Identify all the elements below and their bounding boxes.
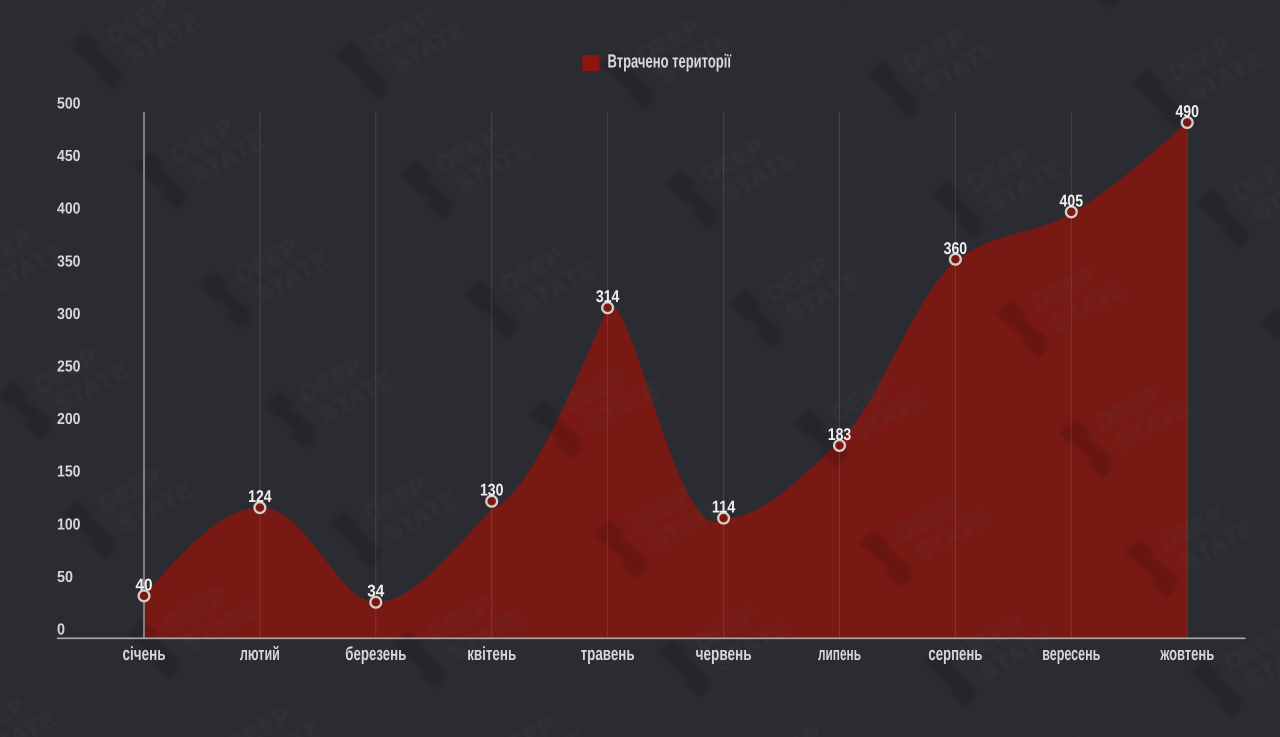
svg-text:квітень: квітень (467, 644, 516, 665)
svg-text:жовтень: жовтень (1160, 644, 1215, 665)
svg-text:34: 34 (367, 582, 384, 601)
svg-text:360: 360 (944, 239, 968, 258)
svg-text:березень: березень (345, 644, 406, 665)
svg-text:400: 400 (57, 201, 81, 218)
svg-text:липень: липень (818, 644, 861, 665)
svg-text:150: 150 (57, 464, 81, 481)
svg-text:130: 130 (480, 481, 504, 500)
svg-text:450: 450 (57, 148, 81, 165)
svg-text:40: 40 (136, 575, 153, 594)
svg-text:Втрачено території: Втрачено території (608, 52, 732, 73)
svg-text:183: 183 (828, 425, 852, 444)
svg-text:250: 250 (57, 359, 81, 376)
svg-text:124: 124 (248, 487, 272, 506)
svg-text:травень: травень (581, 644, 635, 665)
svg-text:490: 490 (1175, 102, 1199, 121)
svg-text:серпень: серпень (928, 644, 982, 665)
svg-text:лютий: лютий (240, 644, 280, 665)
svg-text:200: 200 (57, 411, 81, 428)
svg-text:червень: червень (696, 644, 752, 665)
svg-text:50: 50 (57, 569, 73, 586)
svg-text:314: 314 (596, 287, 620, 306)
svg-text:0: 0 (57, 622, 65, 639)
svg-text:350: 350 (57, 253, 81, 270)
svg-text:100: 100 (57, 516, 81, 533)
svg-text:500: 500 (57, 96, 81, 113)
svg-text:114: 114 (712, 498, 736, 517)
svg-text:січень: січень (123, 644, 166, 665)
svg-text:вересень: вересень (1042, 644, 1100, 665)
svg-text:405: 405 (1060, 191, 1084, 210)
svg-text:300: 300 (57, 306, 81, 323)
